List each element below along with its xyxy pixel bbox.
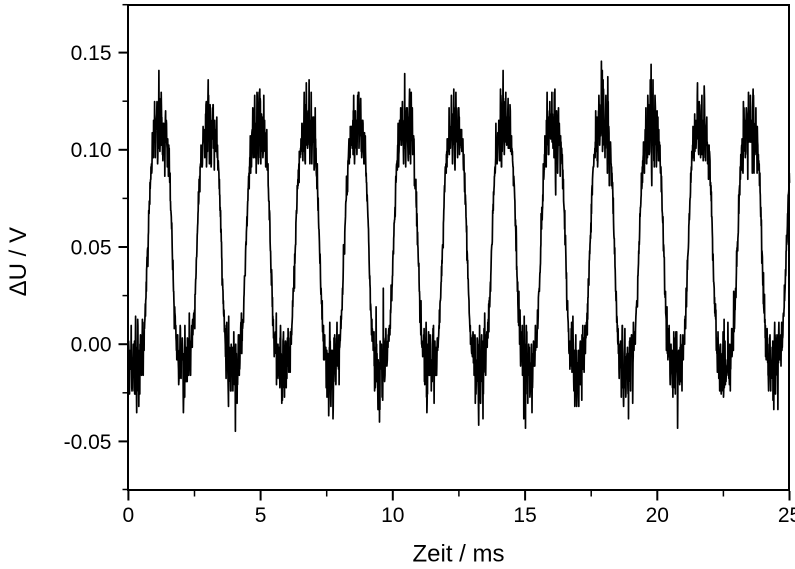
svg-text:ΔU / V: ΔU / V	[5, 227, 32, 296]
svg-text:0: 0	[123, 504, 135, 527]
svg-text:0.10: 0.10	[71, 139, 112, 162]
svg-text:10: 10	[381, 504, 404, 527]
svg-text:0.05: 0.05	[71, 236, 112, 259]
svg-text:0.00: 0.00	[71, 334, 112, 357]
svg-text:20: 20	[646, 504, 669, 527]
svg-text:-0.05: -0.05	[64, 431, 112, 454]
svg-text:25: 25	[778, 504, 795, 527]
svg-text:15: 15	[513, 504, 536, 527]
svg-text:5: 5	[255, 504, 267, 527]
svg-text:Zeit / ms: Zeit / ms	[412, 541, 504, 568]
svg-text:0.15: 0.15	[71, 42, 112, 65]
